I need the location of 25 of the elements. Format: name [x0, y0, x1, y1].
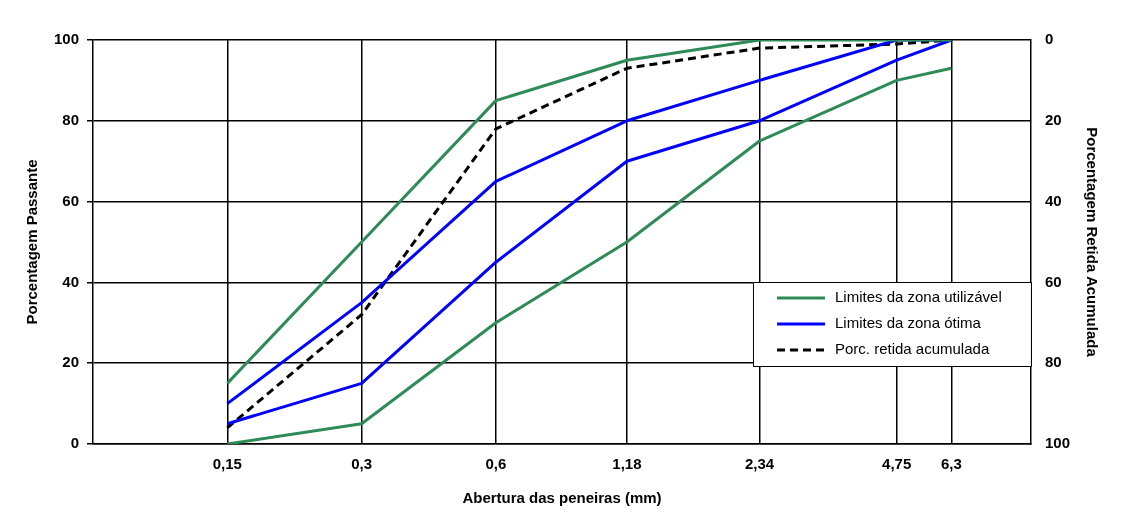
y2-axis-title: Porcentagem Retida Acumulada	[1083, 127, 1101, 358]
y-tick-label: 60	[62, 191, 80, 209]
y2-tick-label: 100	[1044, 434, 1070, 452]
x-tick-label: 2,34	[744, 455, 775, 473]
y2-tick-label: 20	[1044, 110, 1062, 128]
x-tick-label: 6,3	[940, 455, 962, 473]
x-tick-label: 4,75	[882, 455, 912, 473]
y2-tick-label: 60	[1044, 272, 1062, 290]
y-tick-label: 80	[62, 110, 80, 128]
x-tick-label: 0,6	[485, 455, 507, 473]
legend-label: Limites da zona utilizável	[834, 288, 1002, 306]
y-tick-label: 0	[70, 434, 80, 452]
x-tick-label: 1,18	[612, 455, 642, 473]
legend-label: Porc. retida acumulada	[834, 340, 990, 358]
legend-label: Limites da zona ótima	[834, 314, 982, 332]
x-tick-label: 0,15	[212, 455, 242, 473]
x-axis-title: Abertura das peneiras (mm)	[462, 489, 662, 507]
y-tick-label: 100	[54, 30, 80, 48]
y-tick-label: 20	[62, 353, 80, 371]
y-axis-title: Porcentagem Passante	[23, 159, 41, 325]
y2-tick-label: 40	[1044, 191, 1062, 209]
y-tick-label: 40	[62, 272, 80, 290]
y2-tick-label: 0	[1044, 30, 1054, 48]
x-tick-label: 0,3	[351, 455, 373, 473]
y2-tick-label: 80	[1044, 353, 1062, 371]
